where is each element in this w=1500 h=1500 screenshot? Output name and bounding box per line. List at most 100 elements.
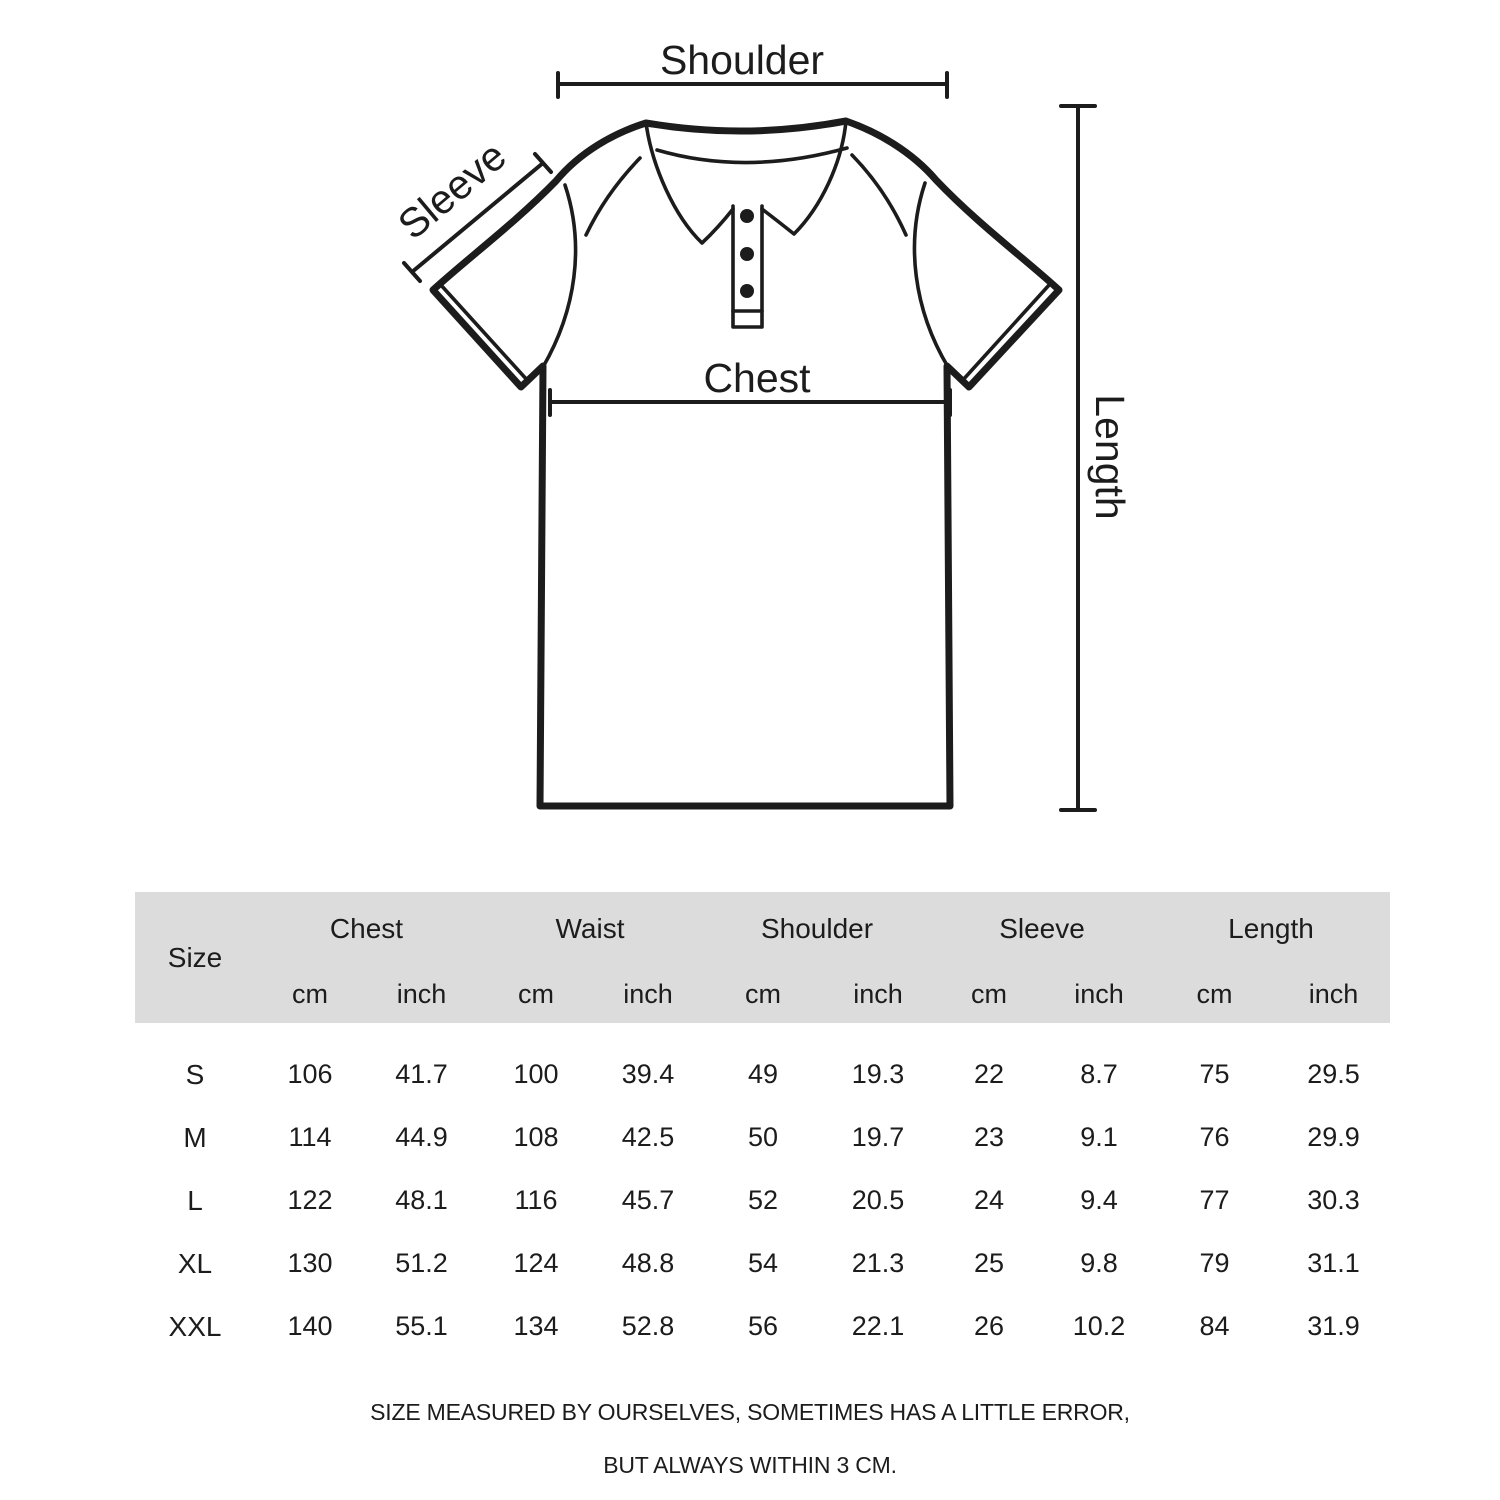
table-cell: 52.8	[621, 1311, 675, 1341]
table-cell: 52	[747, 1185, 779, 1215]
group-header-sleeve: Sleeve	[999, 913, 1085, 944]
right-armhole-seam	[912, 181, 950, 369]
table-cell: 108	[513, 1122, 559, 1152]
table-cell: 134	[513, 1311, 559, 1341]
right-cuff-hem-line	[960, 282, 1052, 383]
placket	[731, 204, 764, 329]
table-cell: 22.1	[851, 1311, 905, 1341]
table-cell: 31.9	[1307, 1311, 1360, 1341]
table-cell: 10.2	[1072, 1311, 1126, 1341]
button	[740, 247, 754, 261]
chest-dimension-line	[548, 388, 952, 417]
right-yoke-seam	[850, 153, 908, 237]
unit-header-inch: inch	[1074, 979, 1124, 1009]
disclaimer-note: SIZE MEASURED BY OURSELVES, SOMETIMES HA…	[0, 1386, 1500, 1492]
button	[740, 209, 754, 223]
table-cell: 48.1	[395, 1185, 448, 1215]
size-column-header: Size	[167, 941, 223, 973]
sleeve-dimension-line	[402, 152, 553, 283]
table-row: XXL 140 55.1 134 52.8 56 22.1 26 10.2 84 31.9	[135, 1295, 1390, 1358]
table-cell: 124	[513, 1248, 559, 1278]
table-cell: 26	[973, 1311, 1005, 1341]
table-cell: 29.9	[1307, 1122, 1360, 1152]
table-cell: 39.4	[621, 1059, 675, 1089]
table-cell: 140	[287, 1311, 333, 1341]
table-row: S 106 41.7 100 39.4 49 19.3 22 8.7 75 29.5	[135, 1043, 1390, 1106]
table-cell: 44.9	[395, 1122, 448, 1152]
polo-shirt-diagram: Shoulder Sleeve Chest Length	[389, 37, 1133, 812]
table-cell: 25	[973, 1248, 1005, 1278]
group-header-length: Length	[1228, 913, 1314, 944]
left-armhole-seam	[541, 183, 578, 369]
table-cell: 29.5	[1307, 1059, 1360, 1089]
table-cell: 48.8	[621, 1248, 675, 1278]
table-cell: 24	[973, 1185, 1005, 1215]
unit-header-inch: inch	[623, 979, 673, 1009]
size-label: S	[185, 1058, 205, 1090]
disclaimer-line-2: BUT ALWAYS WITHIN 3 CM.	[603, 1452, 897, 1478]
collar-left-edge	[644, 121, 735, 245]
left-yoke-seam	[584, 156, 642, 237]
table-cell: 22	[973, 1059, 1005, 1089]
table-row: XL 130 51.2 124 48.8 54 21.3 25 9.8 79 31.1	[135, 1232, 1390, 1295]
sleeve-dimension-label: Sleeve	[389, 132, 515, 248]
table-cell: 9.1	[1080, 1122, 1118, 1152]
table-cell: 76	[1199, 1122, 1230, 1152]
left-cuff-hem-line	[438, 282, 530, 383]
table-cell: 75	[1199, 1059, 1230, 1089]
table-cell: 41.7	[395, 1059, 448, 1089]
size-table: Size Chest Waist Shoulder Sleeve Length …	[135, 892, 1390, 1358]
shirt-outline	[429, 117, 1063, 810]
table-cell: 51.2	[395, 1248, 448, 1278]
table-cell: 56	[747, 1311, 779, 1341]
length-dimension-label: Length	[1087, 394, 1133, 519]
table-cell: 122	[287, 1185, 333, 1215]
table-cell: 8.7	[1080, 1059, 1118, 1089]
table-cell: 9.4	[1080, 1185, 1118, 1215]
group-header-waist: Waist	[555, 913, 625, 944]
group-header-shoulder: Shoulder	[760, 913, 874, 944]
table-cell: 106	[287, 1059, 333, 1089]
chest-dimension-label: Chest	[703, 355, 811, 401]
length-dimension-line	[1059, 104, 1097, 812]
table-cell: 116	[514, 1185, 558, 1215]
table-row: L 122 48.1 116 45.7 52 20.5 24 9.4 77 30.3	[135, 1169, 1390, 1232]
table-cell: 50	[747, 1122, 779, 1152]
size-label: M	[183, 1121, 207, 1153]
table-header: Size Chest Waist Shoulder Sleeve Length …	[135, 892, 1390, 1023]
size-label: XXL	[168, 1310, 222, 1342]
unit-header-inch: inch	[1308, 979, 1359, 1009]
shoulder-dimension-label: Shoulder	[660, 37, 824, 83]
group-header-chest: Chest	[329, 913, 404, 944]
table-cell: 130	[287, 1248, 333, 1278]
table-body: S 106 41.7 100 39.4 49 19.3 22 8.7 75 29.5 M 114 44.9…	[135, 1023, 1390, 1358]
table-cell: 31.1	[1307, 1248, 1360, 1278]
table-cell: 77	[1199, 1185, 1230, 1215]
size-label: XL	[177, 1247, 213, 1279]
table-cell: 54	[747, 1248, 779, 1278]
table-cell: 49	[747, 1059, 779, 1089]
disclaimer-line-1: SIZE MEASURED BY OURSELVES, SOMETIMES HA…	[370, 1399, 1130, 1425]
unit-header-cm: cm	[292, 979, 328, 1009]
table-cell: 9.8	[1080, 1248, 1118, 1278]
table-cell: 42.5	[621, 1122, 675, 1152]
unit-header-inch: inch	[853, 979, 903, 1009]
button	[740, 284, 754, 298]
table-cell: 20.5	[851, 1185, 905, 1215]
unit-header-inch: inch	[396, 979, 447, 1009]
table-cell: 55.1	[395, 1311, 448, 1341]
collar-right-edge	[760, 119, 848, 236]
table-cell: 23	[973, 1122, 1005, 1152]
table-cell: 19.7	[851, 1122, 905, 1152]
table-cell: 21.3	[851, 1248, 905, 1278]
unit-header-cm: cm	[745, 979, 781, 1009]
table-row: M 114 44.9 108 42.5 50 19.7 23 9.1 76 29.9	[135, 1106, 1390, 1169]
table-cell: 19.3	[851, 1059, 905, 1089]
unit-header-cm: cm	[971, 979, 1007, 1009]
shoulder-dimension-line	[556, 71, 949, 99]
size-label: L	[187, 1184, 203, 1216]
table-cell: 30.3	[1307, 1185, 1360, 1215]
table-cell: 84	[1199, 1311, 1230, 1341]
table-cell: 79	[1199, 1248, 1230, 1278]
